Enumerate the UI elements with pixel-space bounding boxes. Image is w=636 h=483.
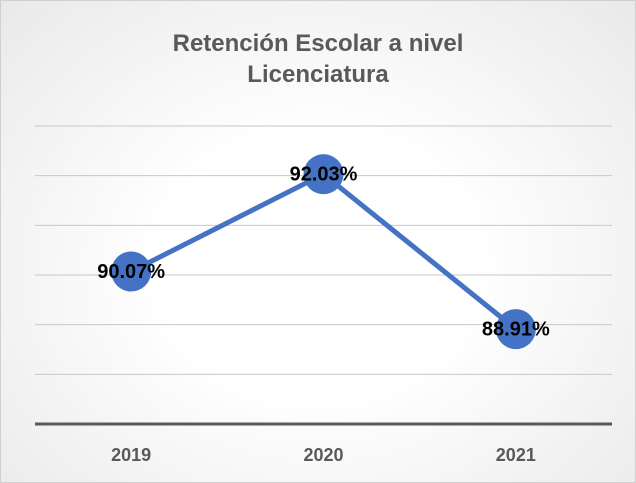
marker — [303, 154, 344, 195]
x-tick-label: 2021 — [496, 445, 536, 465]
x-tick-label: 2019 — [111, 445, 151, 465]
marker — [495, 309, 536, 350]
marker — [111, 251, 152, 292]
chart-title: Retención Escolar a nivel Licenciatura — [172, 30, 464, 88]
line — [130, 171, 518, 332]
data-label: 90.07% — [97, 261, 165, 283]
data-label: 88.91% — [482, 318, 550, 340]
data-label: 92.03% — [290, 163, 358, 185]
x-tick-label: 2020 — [303, 445, 343, 465]
